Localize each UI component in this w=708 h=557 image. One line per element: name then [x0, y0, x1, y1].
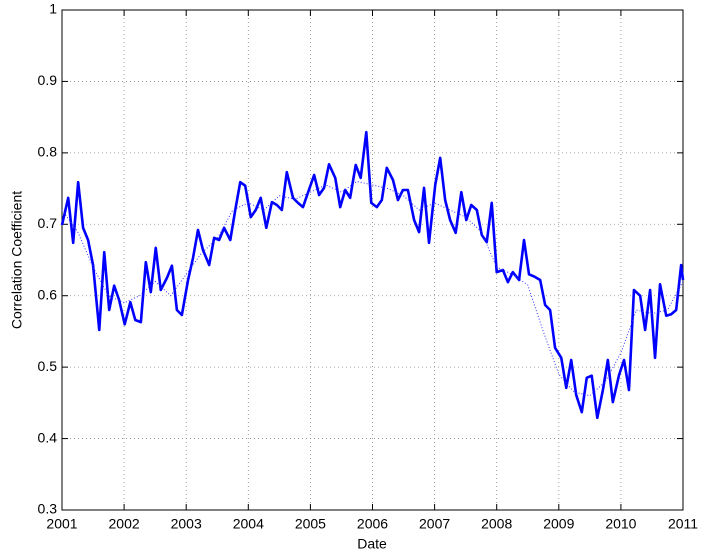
y-tick-label: 0.6 — [38, 286, 58, 302]
x-tick-label: 2009 — [543, 516, 574, 532]
x-tick-label: 2004 — [233, 516, 264, 532]
plot-frame — [61, 9, 684, 511]
y-tick-label: 0.5 — [38, 358, 58, 374]
x-tick-label: 2010 — [605, 516, 636, 532]
y-tick-label: 0.7 — [38, 215, 58, 231]
y-tick-label: 0.4 — [38, 429, 58, 445]
y-tick-label: 0.8 — [38, 144, 58, 160]
y-tick-label: 1 — [49, 1, 57, 17]
x-tick-label: 2003 — [171, 516, 202, 532]
x-axis-label: Date — [357, 536, 387, 552]
x-tick-label: 2005 — [295, 516, 326, 532]
y-axis-label: Correlation Coefficient — [9, 191, 25, 329]
x-tick-label: 2007 — [419, 516, 450, 532]
x-tick-label: 2001 — [46, 516, 77, 532]
trend-line — [61, 180, 684, 397]
x-tick-label: 2002 — [109, 516, 140, 532]
x-tick-label: 2008 — [481, 516, 512, 532]
x-tick-label: 2011 — [668, 516, 698, 532]
y-tick-label: 0.9 — [38, 72, 58, 88]
data-line — [60, 130, 685, 420]
x-tick-label: 2006 — [357, 516, 388, 532]
y-tick-label: 0.3 — [38, 501, 58, 517]
